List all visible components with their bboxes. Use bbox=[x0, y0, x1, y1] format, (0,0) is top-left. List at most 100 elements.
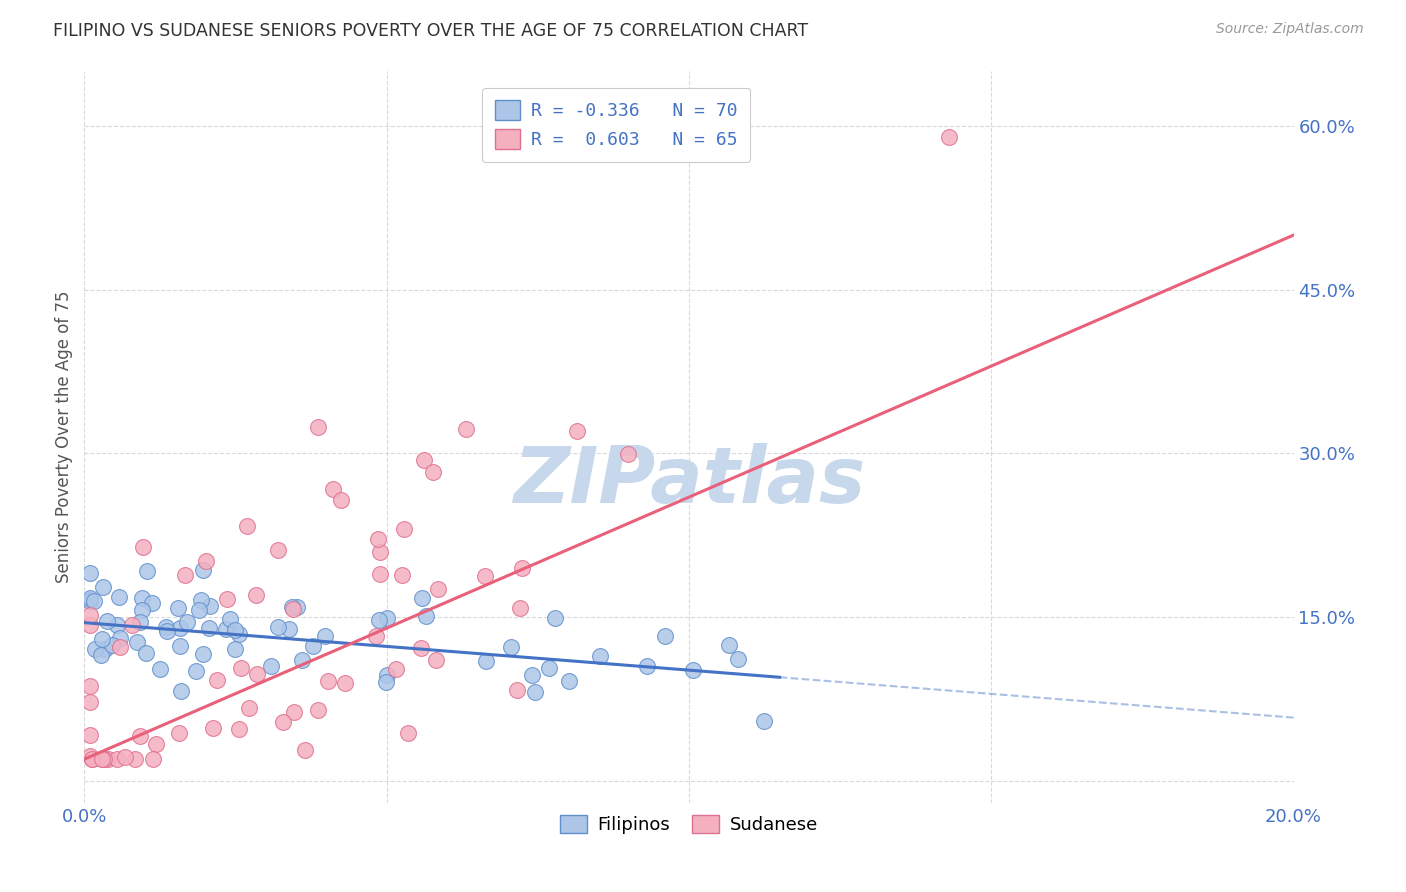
Point bbox=[201, 721, 224, 735]
Point bbox=[114, 750, 136, 764]
Text: Source: ZipAtlas.com: Source: ZipAtlas.com bbox=[1216, 22, 1364, 37]
Point bbox=[520, 668, 543, 682]
Point bbox=[142, 752, 165, 766]
Point bbox=[91, 752, 114, 766]
Point bbox=[377, 668, 399, 682]
Point bbox=[391, 568, 413, 582]
Point bbox=[198, 621, 221, 635]
Point bbox=[169, 639, 191, 653]
Point bbox=[412, 453, 434, 467]
Point bbox=[82, 752, 104, 766]
Point bbox=[155, 619, 177, 633]
Point bbox=[238, 700, 260, 714]
Point bbox=[94, 641, 117, 656]
Point bbox=[191, 563, 214, 577]
Point bbox=[79, 593, 101, 607]
Point bbox=[717, 638, 740, 652]
Point bbox=[224, 641, 246, 656]
Point bbox=[79, 608, 101, 623]
Point bbox=[266, 620, 288, 634]
Point bbox=[509, 601, 531, 615]
Point bbox=[330, 493, 353, 508]
Point bbox=[93, 752, 115, 766]
Point bbox=[277, 622, 299, 636]
Point bbox=[215, 622, 238, 636]
Point bbox=[537, 660, 560, 674]
Point bbox=[283, 601, 305, 615]
Point bbox=[125, 635, 148, 649]
Point bbox=[396, 725, 419, 739]
Point bbox=[176, 615, 198, 629]
Point bbox=[129, 729, 152, 743]
Point bbox=[302, 639, 325, 653]
Point bbox=[149, 662, 172, 676]
Point bbox=[558, 673, 581, 688]
Point bbox=[108, 640, 131, 654]
Point bbox=[131, 591, 153, 606]
Point bbox=[190, 592, 212, 607]
Point bbox=[100, 638, 122, 652]
Point bbox=[267, 542, 290, 557]
Point bbox=[228, 627, 250, 641]
Point bbox=[368, 566, 391, 581]
Point bbox=[475, 654, 498, 668]
Point bbox=[83, 642, 105, 657]
Point bbox=[415, 608, 437, 623]
Point bbox=[636, 659, 658, 673]
Point bbox=[107, 752, 129, 766]
Point bbox=[367, 533, 389, 547]
Point bbox=[271, 714, 294, 729]
Point bbox=[91, 632, 114, 646]
Point bbox=[219, 612, 242, 626]
Point bbox=[194, 554, 217, 568]
Point bbox=[79, 618, 101, 632]
Point bbox=[454, 422, 477, 436]
Point bbox=[422, 465, 444, 479]
Point bbox=[565, 424, 588, 438]
Point bbox=[425, 652, 447, 666]
Point bbox=[156, 624, 179, 638]
Point bbox=[145, 737, 167, 751]
Point bbox=[366, 629, 388, 643]
Point bbox=[166, 601, 188, 615]
Text: ZIPatlas: ZIPatlas bbox=[513, 443, 865, 519]
Point bbox=[167, 725, 190, 739]
Point bbox=[170, 683, 193, 698]
Point bbox=[96, 614, 118, 628]
Point bbox=[499, 640, 522, 654]
Point bbox=[285, 599, 308, 614]
Point bbox=[523, 685, 546, 699]
Point bbox=[291, 653, 314, 667]
Point bbox=[79, 695, 101, 709]
Point bbox=[79, 566, 101, 581]
Point bbox=[617, 447, 640, 461]
Point bbox=[368, 545, 391, 559]
Point bbox=[385, 663, 408, 677]
Point bbox=[108, 590, 131, 604]
Point bbox=[121, 618, 143, 632]
Point bbox=[307, 420, 329, 434]
Point bbox=[141, 596, 163, 610]
Point bbox=[411, 591, 433, 605]
Point bbox=[333, 675, 356, 690]
Point bbox=[426, 582, 449, 597]
Text: FILIPINO VS SUDANESE SENIORS POVERTY OVER THE AGE OF 75 CORRELATION CHART: FILIPINO VS SUDANESE SENIORS POVERTY OVE… bbox=[53, 22, 808, 40]
Point bbox=[727, 652, 749, 666]
Point bbox=[314, 629, 336, 643]
Point bbox=[105, 618, 128, 632]
Point bbox=[224, 623, 246, 637]
Point bbox=[375, 674, 398, 689]
Point bbox=[283, 705, 305, 719]
Point bbox=[79, 591, 101, 606]
Point bbox=[322, 482, 344, 496]
Point bbox=[186, 665, 208, 679]
Point bbox=[97, 752, 120, 766]
Point bbox=[375, 611, 398, 625]
Point bbox=[307, 703, 329, 717]
Point bbox=[235, 519, 257, 533]
Point bbox=[80, 752, 103, 766]
Point bbox=[368, 613, 391, 627]
Point bbox=[316, 673, 339, 688]
Point bbox=[207, 673, 229, 687]
Y-axis label: Seniors Poverty Over the Age of 75: Seniors Poverty Over the Age of 75 bbox=[55, 291, 73, 583]
